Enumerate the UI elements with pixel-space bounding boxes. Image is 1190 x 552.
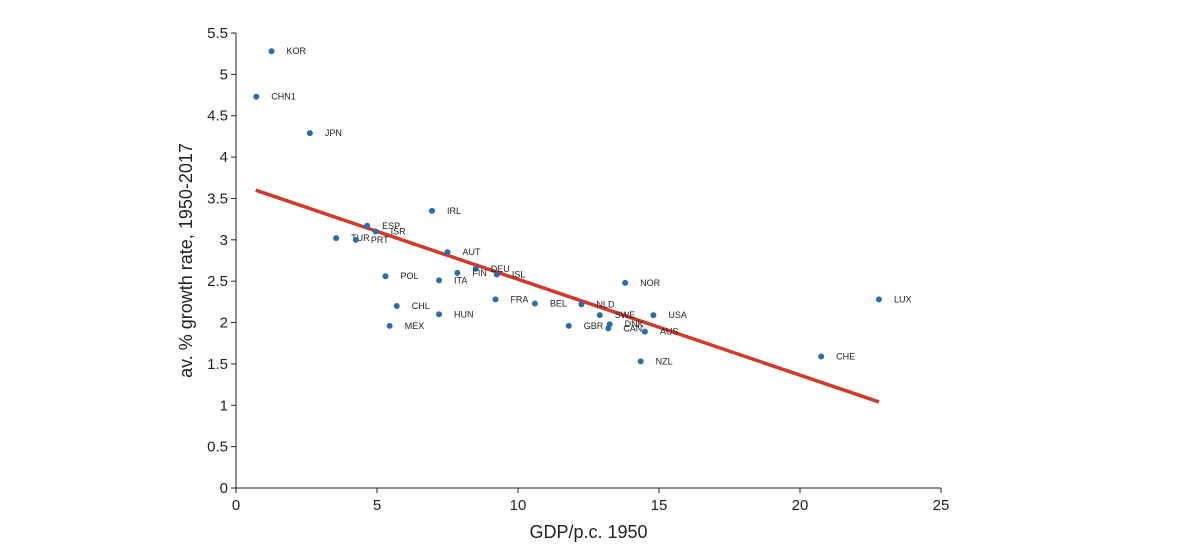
- y-tick-label: 0: [220, 480, 228, 497]
- point-label: TUR: [351, 233, 370, 243]
- point-label: LUX: [894, 294, 912, 304]
- data-point: [493, 271, 500, 278]
- y-tick-label: 5.5: [207, 25, 228, 42]
- x-tick-label: 25: [933, 497, 950, 514]
- x-tick-label: 0: [232, 497, 240, 514]
- x-tick-label: 5: [373, 497, 381, 514]
- data-point: [333, 235, 340, 242]
- data-point: [492, 296, 499, 303]
- point-label: BEL: [550, 299, 567, 309]
- data-point: [436, 311, 443, 318]
- point-label: DNK: [625, 319, 644, 329]
- y-tick-label: 1: [220, 397, 228, 414]
- data-point: [596, 312, 603, 319]
- point-label: FIN: [472, 268, 487, 278]
- data-point: [454, 269, 461, 276]
- point-label: AUS: [660, 327, 679, 337]
- data-point: [578, 301, 585, 308]
- data-point: [306, 130, 313, 137]
- data-point: [428, 207, 435, 214]
- data-point: [622, 279, 629, 286]
- point-label: MEX: [405, 321, 425, 331]
- data-point: [382, 273, 389, 280]
- y-tick-label: 5: [220, 66, 228, 83]
- point-label: USA: [668, 310, 687, 320]
- point-label: CHL: [412, 301, 430, 311]
- data-point: [386, 322, 393, 329]
- fit-line: [255, 188, 880, 404]
- data-point: [436, 277, 443, 284]
- data-point: [372, 228, 379, 235]
- y-axis-title: av. % growth rate, 1950-2017: [176, 143, 196, 378]
- data-point: [875, 296, 882, 303]
- data-point: [472, 265, 479, 272]
- point-label: POL: [400, 271, 418, 281]
- fit-line-group: [255, 188, 880, 404]
- x-tick-label: 15: [651, 497, 668, 514]
- data-point: [268, 48, 275, 55]
- point-label: HUN: [454, 309, 474, 319]
- x-tick-label: 10: [510, 497, 527, 514]
- point-label: GBR: [584, 321, 604, 331]
- data-point: [352, 236, 359, 243]
- point-label: FRA: [510, 294, 528, 304]
- y-tick-label: 4.5: [207, 108, 228, 125]
- data-point: [565, 322, 572, 329]
- point-label: AUT: [463, 247, 482, 257]
- y-tick-label: 2: [220, 315, 228, 332]
- point-label: NLD: [596, 299, 615, 309]
- x-axis-title: GDP/p.c. 1950: [529, 522, 647, 542]
- data-point: [605, 325, 612, 332]
- data-point: [393, 303, 400, 309]
- point-label: IRL: [447, 206, 461, 216]
- y-tick-label: 1.5: [207, 356, 228, 373]
- point-label: DEU: [491, 264, 510, 274]
- point-label: KOR: [287, 46, 307, 56]
- data-point: [253, 93, 260, 100]
- point-label: ESP: [382, 221, 400, 231]
- data-point: [531, 300, 538, 307]
- data-point: [818, 353, 825, 360]
- data-point: [444, 249, 451, 256]
- y-tick-label: 2.5: [207, 273, 228, 290]
- point-label: NZL: [656, 356, 673, 366]
- y-tick-label: 4: [220, 149, 228, 166]
- data-point: [637, 358, 644, 365]
- axes: 0 5 10 15 20 25 0 0.5 1 1.5 2 2.5 3 3.5 4 4.5 5 5.5: [207, 25, 949, 514]
- y-tick-label: 3.5: [207, 190, 228, 207]
- point-label: SWE: [615, 310, 636, 320]
- point-label: CHE: [836, 351, 855, 361]
- point-label: PRT: [371, 235, 389, 245]
- y-tick-label: 3: [220, 232, 228, 249]
- point-label: ITA: [454, 275, 467, 285]
- y-tick-label: 0.5: [207, 439, 228, 456]
- point-label: JPN: [325, 128, 342, 138]
- data-point: [650, 312, 657, 319]
- point-label: ISL: [512, 270, 526, 280]
- x-tick-label: 20: [792, 497, 809, 514]
- point-label: CHN1: [271, 92, 296, 102]
- point-label: NOR: [640, 278, 661, 288]
- point-label: CAN: [623, 323, 642, 333]
- point-label: ISR: [391, 227, 407, 237]
- data-point: [641, 328, 648, 335]
- data-point: [364, 222, 371, 229]
